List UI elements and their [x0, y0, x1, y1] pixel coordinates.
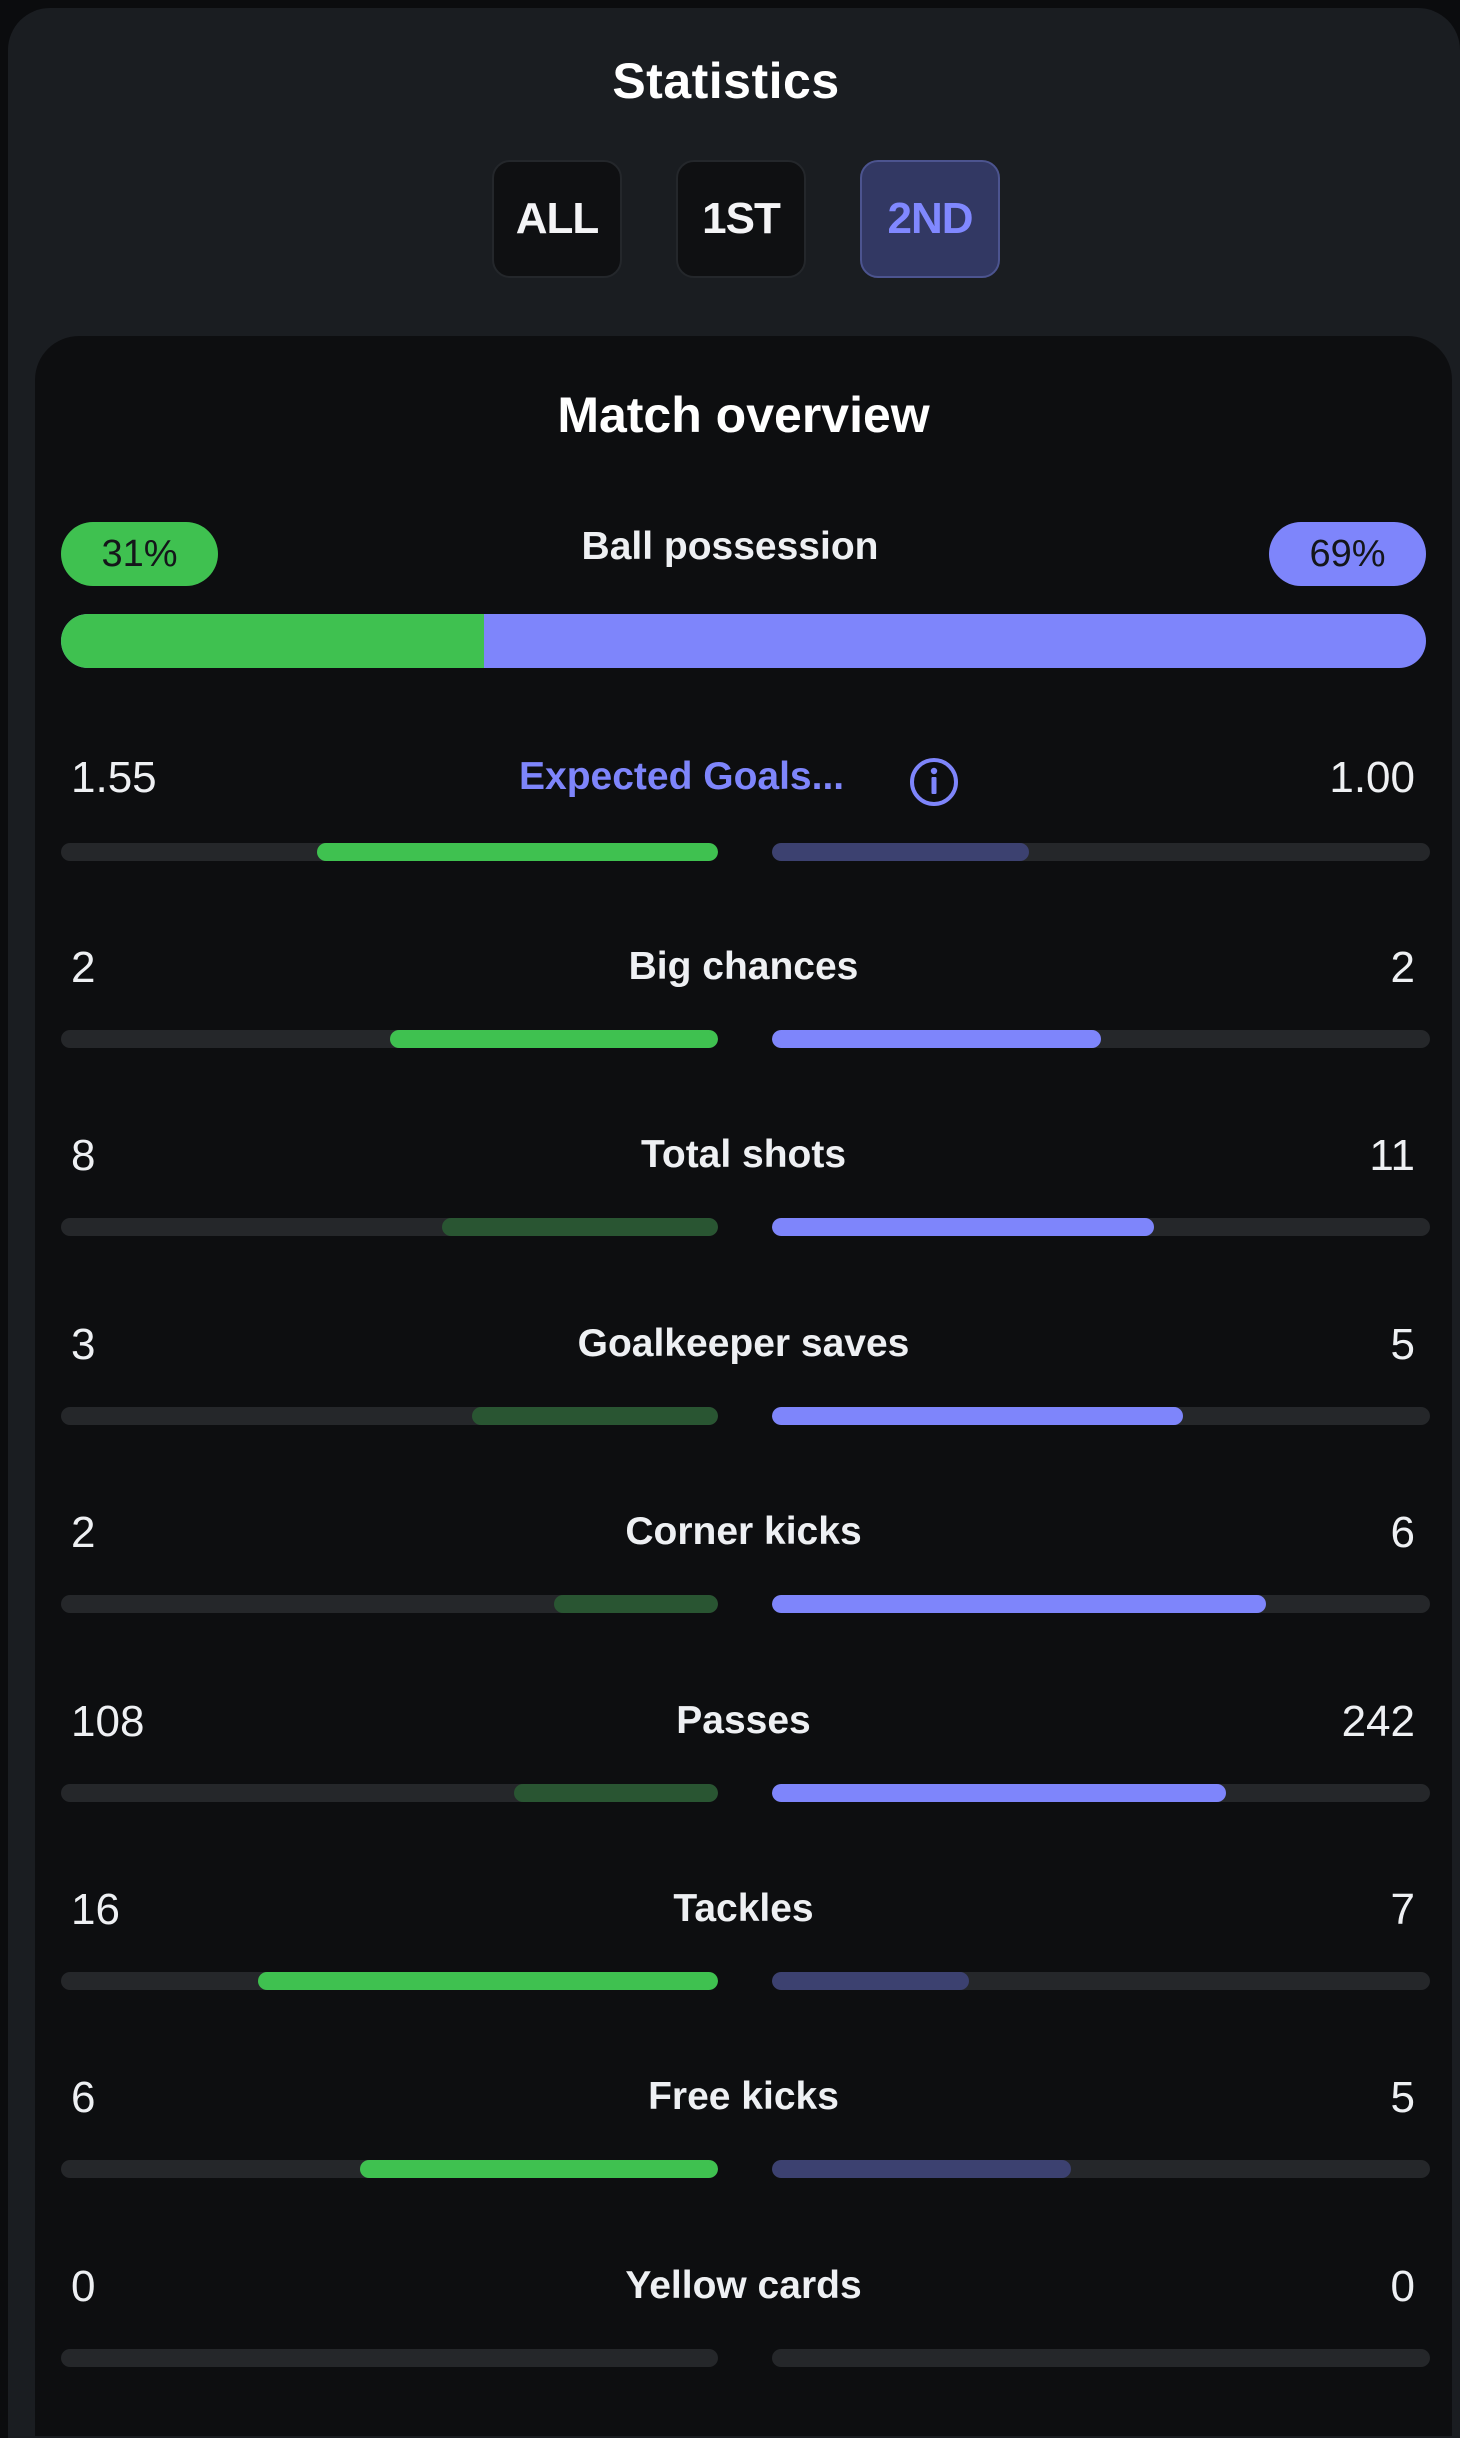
stat-home-track	[61, 2349, 718, 2367]
info-icon[interactable]	[908, 756, 960, 808]
stat-home-value: 0	[71, 2262, 96, 2311]
stat-home-track	[61, 1407, 718, 1425]
stat-home-value: 8	[71, 1131, 96, 1180]
xg-away-track	[772, 843, 1430, 861]
stat-away-track	[772, 1972, 1430, 1990]
stat-home-fill	[389, 1030, 718, 1048]
stat-away-value: 5	[1390, 2073, 1415, 2122]
stat-away-fill	[772, 1218, 1154, 1236]
stat-away-fill	[772, 1407, 1184, 1425]
statistics-title: Statistics	[612, 53, 840, 109]
stat-away-fill	[772, 1784, 1227, 1802]
stat-home-value: 108	[71, 1697, 145, 1746]
stat-away-value: 2	[1390, 943, 1415, 992]
xg-home-value: 1.55	[71, 753, 157, 802]
stat-label: Goalkeeper saves	[577, 1322, 910, 1365]
stat-home-fill	[514, 1784, 718, 1802]
stat-label: Corner kicks	[625, 1510, 862, 1553]
home-possession-badge: 31%	[61, 522, 218, 586]
stat-home-value: 2	[71, 943, 96, 992]
possession-label: Ball possession	[581, 525, 879, 568]
stat-away-track	[772, 1595, 1430, 1613]
stat-home-fill	[553, 1595, 718, 1613]
away-possession-badge: 69%	[1269, 522, 1426, 586]
stat-label: Tackles	[673, 1887, 814, 1930]
stat-away-value: 7	[1390, 1885, 1415, 1934]
stat-away-value: 11	[1369, 1131, 1415, 1180]
stat-away-value: 5	[1390, 1320, 1415, 1369]
stat-away-value: 242	[1341, 1697, 1415, 1746]
stat-away-fill	[772, 1972, 970, 1990]
stat-away-track	[772, 1030, 1430, 1048]
xg-away-fill	[772, 843, 1029, 861]
stat-away-value: 0	[1390, 2262, 1415, 2311]
stat-home-value: 6	[71, 2073, 96, 2122]
stat-home-value: 16	[71, 1885, 120, 1934]
stat-label: Total shots	[640, 1133, 847, 1176]
stat-home-fill	[471, 1407, 718, 1425]
home-possession-fill	[61, 614, 485, 668]
stat-away-track	[772, 2349, 1430, 2367]
stat-home-track	[61, 1972, 718, 1990]
xg-away-value: 1.00	[1329, 753, 1415, 802]
stat-home-track	[61, 1218, 718, 1236]
xg-home-track	[61, 843, 718, 861]
stat-away-track	[772, 1784, 1430, 1802]
stat-home-track	[61, 2160, 718, 2178]
stat-away-track	[772, 1407, 1430, 1425]
stat-label: Free kicks	[648, 2075, 839, 2118]
stat-label: Yellow cards	[625, 2264, 862, 2307]
tab-all[interactable]: ALL	[492, 160, 622, 278]
stat-home-fill	[258, 1972, 718, 1990]
stat-home-value: 2	[71, 1508, 96, 1557]
stat-away-fill	[772, 2160, 1072, 2178]
match-overview-title: Match overview	[557, 387, 930, 443]
stat-away-fill	[772, 1595, 1266, 1613]
tab-2nd[interactable]: 2ND	[860, 160, 1000, 278]
stat-home-track	[61, 1595, 718, 1613]
xg-label[interactable]: Expected Goals...	[519, 755, 845, 798]
possession-bar	[61, 614, 1426, 668]
stat-away-value: 6	[1390, 1508, 1415, 1557]
stat-away-track	[772, 1218, 1430, 1236]
stat-away-track	[772, 2160, 1430, 2178]
stat-home-track	[61, 1784, 718, 1802]
stat-home-track	[61, 1030, 718, 1048]
match-overview-card	[35, 336, 1452, 2436]
stat-home-fill	[359, 2160, 718, 2178]
tab-1st[interactable]: 1ST	[676, 160, 806, 278]
stat-home-fill	[442, 1218, 718, 1236]
stat-home-value: 3	[71, 1320, 96, 1369]
stat-label: Passes	[676, 1699, 811, 1742]
stat-away-fill	[772, 1030, 1101, 1048]
xg-home-fill	[317, 843, 718, 861]
stat-label: Big chances	[628, 945, 859, 988]
